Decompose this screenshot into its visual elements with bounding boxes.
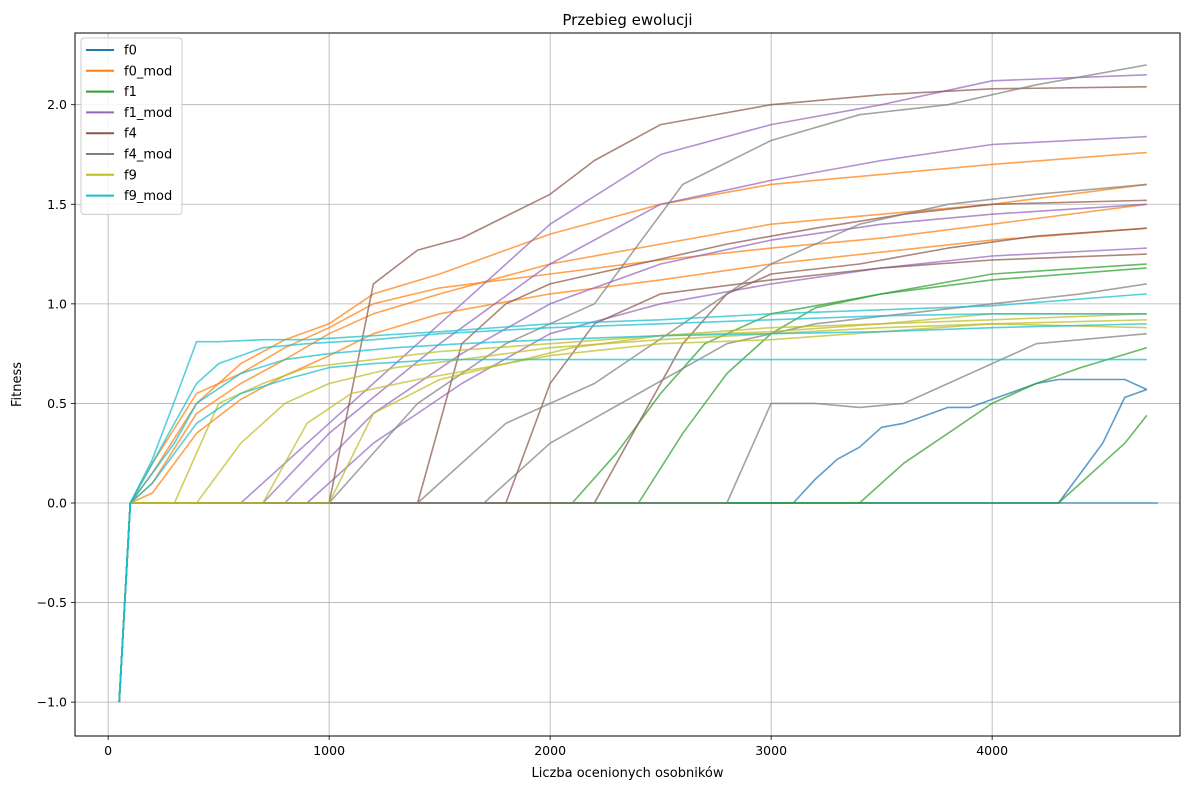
legend-label: f0_mod — [124, 64, 172, 79]
series-line — [118, 319, 1147, 703]
series-line — [118, 227, 1147, 703]
series-line — [118, 183, 1147, 703]
series-line — [118, 332, 1147, 703]
x-tick-label: 3000 — [755, 743, 787, 758]
legend-label: f0 — [124, 44, 137, 59]
x-tick-label: 1000 — [313, 743, 345, 758]
y-tick-label: 1.0 — [47, 296, 67, 311]
series-f9-mod — [118, 293, 1147, 703]
legend-item: f0 — [86, 44, 137, 59]
y-axis: −1.0 −0.5 0.0 0.5 1.0 1.5 2.0 — [37, 97, 75, 710]
x-axis: 0 1000 2000 3000 4000 — [104, 736, 1008, 758]
series-f4-mod — [118, 64, 1147, 703]
legend-item: f4_mod — [86, 148, 172, 163]
legend-item: f9 — [86, 168, 137, 183]
axes-frame — [74, 32, 1181, 737]
y-axis-title: Fitness — [10, 362, 25, 407]
series-layer — [118, 64, 1158, 703]
series-line — [118, 313, 1147, 703]
legend-item: f1_mod — [86, 106, 172, 121]
series-f0-mod — [118, 151, 1147, 703]
x-tick-label: 4000 — [976, 743, 1008, 758]
legend-item: f1 — [86, 85, 137, 100]
y-tick-label: 0.5 — [47, 396, 67, 411]
x-tick-label: 2000 — [534, 743, 566, 758]
y-tick-label: 1.5 — [47, 197, 67, 212]
series-line — [118, 358, 1147, 703]
y-tick-label: 2.0 — [47, 97, 67, 112]
x-axis-title: Liczba ocenionych osobników — [532, 766, 724, 781]
series-line — [118, 378, 1148, 703]
legend-item: f9_mod — [86, 189, 172, 204]
y-tick-label: −0.5 — [37, 595, 67, 610]
x-tick-label: 0 — [104, 743, 112, 758]
legend-label: f9 — [124, 168, 137, 183]
legend-item: f4 — [86, 127, 137, 142]
series-line — [118, 151, 1147, 703]
series-line — [118, 312, 1147, 703]
legend-label: f1_mod — [124, 106, 172, 121]
y-tick-label: 0.0 — [47, 495, 67, 510]
legend-label: f4_mod — [124, 148, 172, 163]
legend-label: f1 — [124, 85, 137, 100]
y-tick-label: −1.0 — [37, 695, 67, 710]
legend-label: f9_mod — [124, 189, 172, 204]
series-line — [118, 203, 1147, 703]
chart-title: Przebieg ewolucji — [562, 11, 692, 29]
legend: f0 f0_mod f1 f1_mod f4 f4_mod f9 f9_mod — [80, 37, 183, 215]
legend-box — [80, 37, 183, 215]
legend-label: f4 — [124, 127, 137, 142]
legend-item: f0_mod — [86, 64, 172, 79]
series-line — [118, 293, 1147, 703]
series-line — [118, 323, 1147, 703]
